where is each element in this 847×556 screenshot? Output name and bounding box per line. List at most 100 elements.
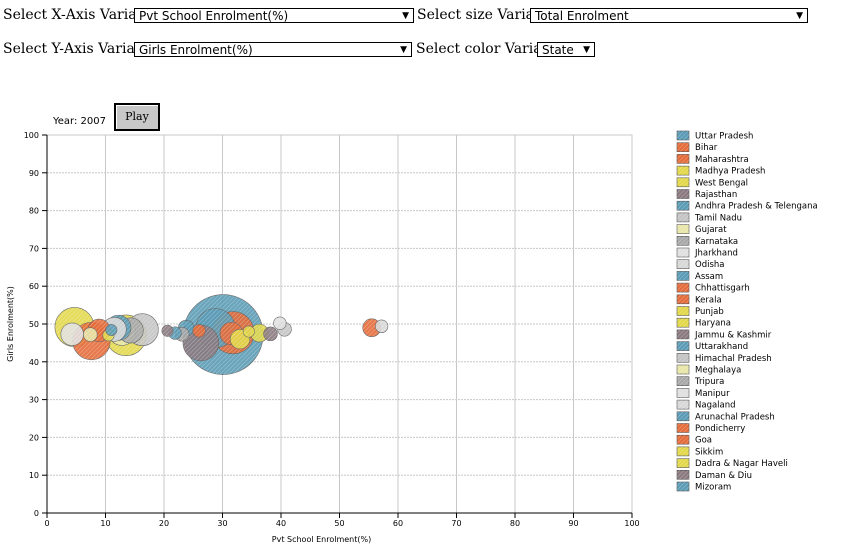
y-tick-label: 20 — [29, 433, 39, 442]
legend-swatch-texture — [677, 224, 689, 234]
legend-label: Gujarat — [695, 225, 727, 235]
bubble[interactable] — [242, 325, 255, 338]
legend-label: Andhra Pradesh & Telengana — [695, 202, 818, 212]
legend-item: Karnataka — [676, 236, 738, 247]
legend-label: Bihar — [695, 143, 718, 153]
legend-swatch-texture — [677, 212, 689, 222]
legend-item: Goa — [676, 434, 712, 446]
y-tick-label: 100 — [24, 131, 39, 140]
legend-swatch-texture — [677, 248, 689, 257]
bubble[interactable] — [250, 323, 269, 343]
legend-item: Haryana — [676, 317, 731, 329]
bubble[interactable] — [105, 324, 118, 337]
play-button[interactable]: Play — [114, 103, 160, 131]
legend-swatch-texture — [677, 353, 689, 363]
x-tick-label: 50 — [334, 519, 344, 528]
legend-swatch-texture — [677, 271, 689, 281]
x-tick-label: 80 — [510, 519, 520, 528]
x-tick-label: 30 — [217, 519, 227, 528]
y-tick-label: 60 — [29, 282, 39, 291]
bubble[interactable] — [161, 324, 174, 337]
x-tick-label: 20 — [159, 519, 169, 528]
y-axis-select-value: Girls Enrolment(%) — [139, 43, 253, 57]
legend-item: Uttar Pradesh — [676, 130, 753, 142]
x-tick-label: 100 — [624, 519, 639, 528]
legend-label: Arunachal Pradesh — [695, 412, 775, 422]
legend-label: Daman & Diu — [695, 471, 752, 481]
legend-item: Daman & Diu — [676, 469, 752, 481]
legend-swatch-texture — [677, 142, 689, 152]
legend-swatch-texture — [677, 411, 689, 421]
legend-item: Andhra Pradesh & Telengana — [676, 200, 818, 212]
y-axis-select[interactable]: Girls Enrolment(%) ▼ — [134, 42, 412, 57]
legend-label: Tripura — [694, 377, 724, 387]
legend-label: Odisha — [695, 260, 724, 270]
legend-swatch-texture — [677, 294, 689, 304]
legend-item: Punjab — [676, 306, 724, 317]
y-tick-label: 30 — [29, 396, 39, 405]
bubble-texture — [263, 326, 278, 341]
legend-label: Uttar Pradesh — [695, 132, 753, 142]
legend-item: Uttarakhand — [676, 341, 748, 352]
color-select[interactable]: State ▼ — [537, 42, 595, 57]
year-label: Year: 2007 — [53, 116, 106, 127]
bubble[interactable] — [83, 327, 98, 342]
legend-swatch-texture — [677, 365, 689, 374]
legend-item: Chhattisgarh — [676, 282, 750, 294]
bubble-texture — [105, 324, 118, 336]
legend-swatch-texture — [677, 236, 689, 246]
chevron-down-icon: ▼ — [796, 11, 803, 21]
x-tick-label: 0 — [44, 519, 49, 528]
x-tick-label: 70 — [451, 519, 461, 528]
legend-label: Goa — [695, 436, 712, 446]
bubble-texture — [273, 316, 287, 330]
legend-item: Pondicherry — [676, 423, 745, 434]
legend-swatch-texture — [677, 259, 689, 269]
x-axis-select[interactable]: Pvt School Enrolment(%) ▼ — [134, 8, 414, 23]
legend-swatch-texture — [677, 376, 689, 386]
legend-item: Mizoram — [676, 481, 731, 493]
legend-label: Kerala — [695, 295, 722, 305]
bubble[interactable] — [60, 322, 84, 346]
legend-label: Nagaland — [695, 401, 736, 411]
legend-item: Odisha — [676, 259, 724, 270]
color-select-label: Select color Variable — [416, 41, 564, 57]
bubble[interactable] — [263, 326, 278, 342]
bubble-texture — [250, 324, 269, 343]
legend-item: Madhya Pradesh — [676, 165, 765, 177]
bubble-texture — [192, 324, 206, 338]
legend-item: Meghalaya — [676, 364, 741, 376]
bubble[interactable] — [273, 316, 287, 330]
bubble-texture — [83, 327, 98, 342]
y-tick-label: 70 — [29, 244, 39, 253]
legend-label: Karnataka — [695, 237, 738, 247]
legend-label: Pondicherry — [695, 424, 745, 434]
color-select-value: State — [542, 43, 574, 57]
bubble[interactable] — [192, 324, 206, 338]
legend-label: Dadra & Nagar Haveli — [695, 459, 788, 469]
legend-label: Meghalaya — [695, 366, 741, 376]
legend-label: Uttarakhand — [695, 342, 748, 352]
legend-item: Tripura — [676, 376, 724, 387]
legend-item: Maharashtra — [676, 154, 749, 165]
x-axis-title: Pvt School Enrolment(%) — [272, 535, 371, 544]
legend-label: Chhattisgarh — [695, 284, 750, 294]
bubble[interactable] — [374, 319, 389, 333]
legend-swatch-texture — [677, 177, 689, 187]
legend-label: Sikkim — [695, 447, 723, 457]
legend-label: Himachal Pradesh — [695, 354, 772, 364]
bubble-texture — [375, 319, 388, 333]
legend-swatch-texture — [677, 341, 689, 351]
legend-item: Arunachal Pradesh — [676, 411, 775, 422]
bubbles — [54, 294, 389, 375]
size-select[interactable]: Total Enrolment ▼ — [530, 8, 808, 23]
y-tick-label: 90 — [29, 169, 39, 178]
legend-swatch-texture — [677, 388, 689, 398]
legend-label: Punjab — [695, 307, 724, 317]
bubble-texture — [161, 325, 174, 337]
legend-item: Rajasthan — [676, 189, 737, 200]
y-tick-label: 80 — [29, 207, 39, 216]
legend-label: Assam — [695, 272, 723, 282]
legend-item: Jammu & Kashmir — [676, 329, 772, 340]
